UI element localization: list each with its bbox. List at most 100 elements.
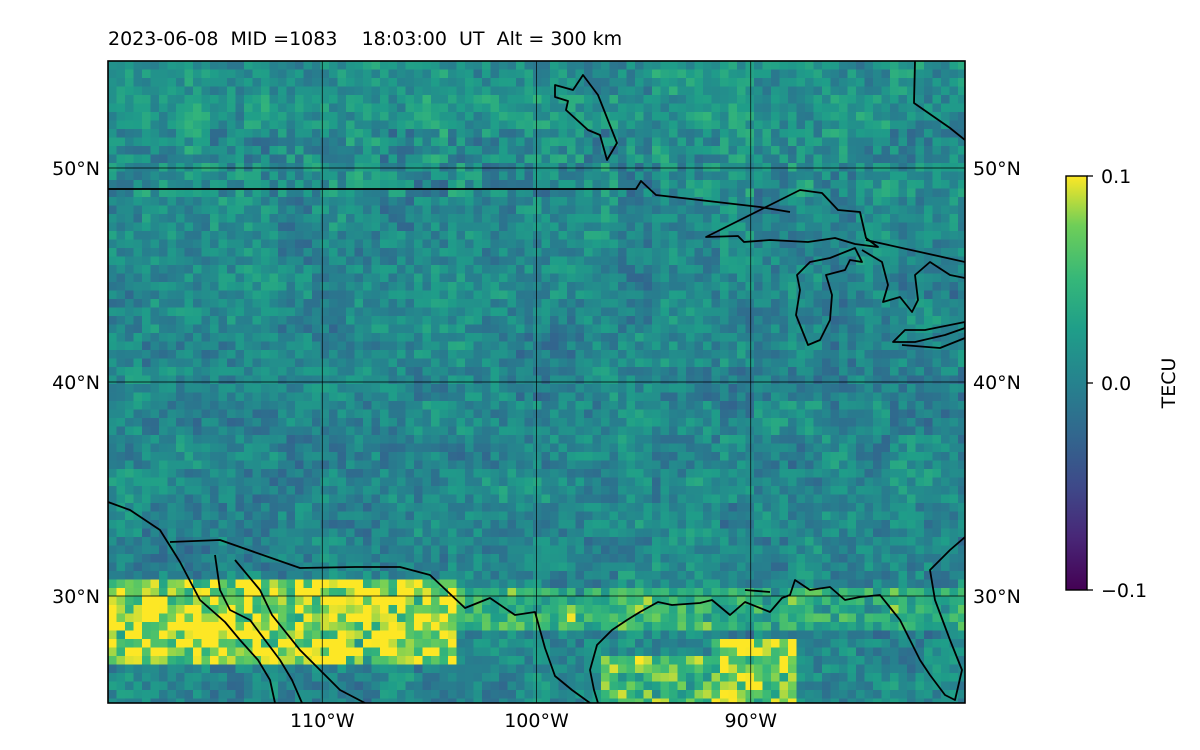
tec-cell — [159, 316, 169, 326]
tec-cell — [286, 290, 296, 300]
tec-cell — [890, 401, 900, 411]
tec-cell — [626, 95, 636, 105]
tec-cell — [337, 477, 347, 487]
tec-cell — [745, 205, 755, 215]
tec-cell — [295, 460, 305, 470]
tec-cell — [822, 171, 832, 181]
tec-cell — [405, 171, 415, 181]
tec-cell — [159, 137, 169, 147]
tec-cell — [881, 384, 891, 394]
tec-cell — [397, 452, 407, 462]
tec-cell — [108, 333, 118, 343]
tec-cell — [295, 171, 305, 181]
tec-cell — [958, 69, 965, 79]
tec-cell — [703, 205, 713, 215]
tec-cell — [856, 273, 866, 283]
tec-cell — [626, 129, 636, 139]
tec-cell — [677, 129, 687, 139]
tec-cell — [949, 273, 959, 283]
tec-cell — [771, 78, 781, 88]
tec-cell — [618, 324, 628, 334]
tec-cell — [575, 103, 585, 113]
tec-cell — [499, 120, 509, 130]
tec-cell — [609, 137, 619, 147]
tec-cell — [813, 307, 823, 317]
tec-cell — [218, 86, 228, 96]
tec-cell — [456, 188, 466, 198]
tec-cell — [490, 256, 500, 266]
tec-cell — [558, 409, 568, 419]
tec-cell — [703, 358, 713, 368]
tec-cell — [771, 316, 781, 326]
tec-cell — [703, 290, 713, 300]
tec-cell — [218, 350, 228, 360]
tec-cell — [524, 367, 534, 377]
tec-cell — [244, 477, 254, 487]
tec-cell — [558, 443, 568, 453]
tec-cell — [864, 333, 874, 343]
tec-cell — [482, 180, 492, 190]
tec-cell — [346, 231, 356, 241]
tec-cell — [541, 214, 551, 224]
tec-cell — [167, 205, 177, 215]
tec-cell — [388, 409, 398, 419]
tec-cell — [949, 358, 959, 368]
tec-cell — [958, 426, 965, 436]
tec-cell — [949, 333, 959, 343]
tec-cell — [601, 358, 611, 368]
tec-cell — [745, 273, 755, 283]
tec-cell — [796, 256, 806, 266]
tec-cell — [541, 426, 551, 436]
tec-cell — [176, 171, 186, 181]
tec-cell — [252, 265, 262, 275]
tec-cell — [864, 358, 874, 368]
tec-cell — [159, 282, 169, 292]
tec-cell — [601, 307, 611, 317]
tec-cell — [745, 103, 755, 113]
tec-cell — [873, 146, 883, 156]
tec-cell — [524, 214, 534, 224]
tec-cell — [898, 248, 908, 258]
tec-cell — [949, 197, 959, 207]
tec-cell — [244, 61, 254, 71]
tec-cell — [490, 61, 500, 71]
tec-cell — [720, 367, 730, 377]
tec-cell — [779, 409, 789, 419]
tec-cell — [728, 375, 738, 385]
tec-cell — [856, 197, 866, 207]
tec-cell — [116, 78, 126, 88]
tec-cell — [558, 350, 568, 360]
tec-cell — [516, 341, 526, 351]
tec-cell — [473, 316, 483, 326]
tec-cell — [720, 69, 730, 79]
tec-cell — [320, 61, 330, 71]
tec-cell — [218, 248, 228, 258]
tec-cell — [720, 129, 730, 139]
tec-cell — [728, 137, 738, 147]
tec-cell — [677, 154, 687, 164]
tec-cell — [533, 146, 543, 156]
tec-cell — [626, 205, 636, 215]
tec-cell — [465, 69, 475, 79]
tec-cell — [125, 78, 135, 88]
tec-cell — [363, 316, 373, 326]
tec-cell — [312, 239, 322, 249]
tec-cell — [490, 154, 500, 164]
tec-cell — [159, 384, 169, 394]
tec-cell — [745, 231, 755, 241]
tec-cell — [303, 69, 313, 79]
tec-cell — [397, 401, 407, 411]
tec-cell — [516, 222, 526, 232]
tec-cell — [779, 282, 789, 292]
tec-cell — [881, 69, 891, 79]
tec-cell — [346, 69, 356, 79]
tec-cell — [210, 350, 220, 360]
tec-cell — [329, 469, 339, 479]
tec-cell — [881, 367, 891, 377]
tec-cell — [150, 231, 160, 241]
tec-cell — [754, 469, 764, 479]
tec-cell — [941, 426, 951, 436]
tec-cell — [703, 469, 713, 479]
tec-cell — [193, 418, 203, 428]
tec-cell — [516, 239, 526, 249]
